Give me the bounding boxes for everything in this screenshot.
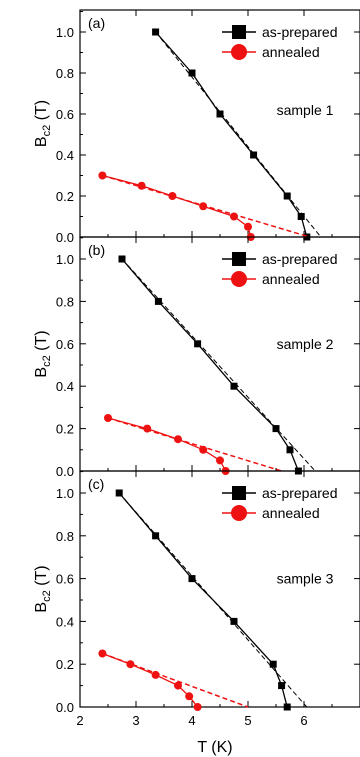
y-tick-label: 0.0 (56, 230, 74, 245)
data-point-annealed (98, 649, 107, 658)
y-axis-label: Bc2 (T) (33, 565, 53, 612)
legend-marker-annealed (231, 505, 247, 521)
data-point-as-prepared (154, 297, 162, 305)
sample-annotation: sample 2 (277, 336, 334, 352)
y-tick-label: 0.8 (56, 294, 74, 309)
y-axis-label: Bc2 (T) (33, 330, 53, 377)
data-point-as-prepared (152, 28, 160, 36)
data-point-annealed (216, 456, 224, 465)
fit-line-as-prepared (121, 258, 316, 472)
data-point-annealed (151, 670, 160, 679)
data-point-annealed (174, 681, 182, 690)
legend-label-as-prepared: as-prepared (262, 485, 338, 501)
data-point-annealed (230, 212, 238, 221)
series-line-annealed (102, 652, 199, 708)
legend-marker-annealed (231, 44, 247, 60)
data-point-annealed (104, 414, 112, 422)
data-point-annealed (137, 181, 146, 190)
y-tick-label: 0.8 (56, 66, 74, 81)
x-axis-label: T (K) (197, 739, 232, 756)
legend-label-annealed: annealed (262, 44, 320, 60)
legend-marker-as-prepared (232, 486, 246, 500)
data-point-as-prepared (152, 532, 160, 540)
y-tick-label: 0.6 (56, 107, 74, 122)
data-point-as-prepared (297, 213, 305, 220)
y-axis-label: Bc2 (T) (33, 100, 53, 147)
data-point-as-prepared (194, 340, 202, 348)
data-point-annealed (126, 660, 135, 669)
legend-label-as-prepared: as-prepared (262, 24, 338, 40)
y-tick-label: 0.4 (56, 614, 74, 629)
series-line-as-prepared (118, 492, 288, 708)
y-tick-label: 0.0 (56, 464, 74, 479)
panel-1: 0.0 0.2 0.4 0.6 0.8 1.0 Bc2 (T) (a) sample 1 as-p… (33, 9, 360, 245)
series-line-as-prepared (155, 31, 308, 238)
data-point-annealed (174, 435, 182, 444)
data-point-annealed (143, 424, 152, 433)
data-point-as-prepared (272, 425, 280, 433)
y-tick-label: 0.4 (56, 379, 74, 394)
x-tick-label: 6 (300, 713, 307, 728)
data-point-annealed (193, 703, 202, 711)
sample-annotation: sample 1 (277, 102, 334, 118)
y-tick-label: 0.2 (56, 422, 74, 437)
y-tick-label: 0.6 (56, 337, 74, 352)
series-line-as-prepared (121, 258, 300, 472)
series-line-annealed (107, 417, 227, 472)
panel-label: (c) (88, 476, 104, 492)
y-tick-label: 0.0 (56, 700, 74, 715)
y-tick-label: 0.6 (56, 572, 74, 587)
data-point-as-prepared (283, 192, 291, 200)
data-point-annealed (199, 445, 208, 454)
data-point-as-prepared (269, 660, 277, 668)
legend-marker-annealed (231, 271, 247, 287)
x-tick-label: 3 (132, 713, 139, 728)
sample-annotation: sample 3 (277, 571, 334, 587)
data-point-annealed (168, 192, 177, 200)
y-tick-label: 1.0 (56, 486, 74, 501)
data-point-as-prepared (216, 110, 224, 118)
y-tick-label: 1.0 (56, 25, 74, 40)
x-tick-label: 4 (188, 713, 195, 728)
y-tick-label: 0.2 (56, 189, 74, 204)
data-point-as-prepared (230, 617, 238, 625)
y-tick-label: 1.0 (56, 252, 74, 267)
data-point-as-prepared (250, 151, 258, 159)
legend-label-annealed: annealed (262, 271, 320, 287)
panel-3: 0.0 0.2 0.4 0.6 0.8 1.0 2 3 4 5 6 Bc2 (T) (c) sample … (33, 470, 360, 728)
data-point-as-prepared (188, 69, 196, 77)
panel-2: 0.0 0.2 0.4 0.6 0.8 1.0 Bc2 (T) (b) sample 2 as-p… (33, 236, 360, 479)
data-point-annealed (244, 222, 252, 231)
data-point-annealed (199, 202, 208, 211)
data-point-as-prepared (188, 575, 196, 583)
fit-line-annealed (107, 417, 282, 472)
fit-line-as-prepared (155, 31, 322, 238)
data-point-as-prepared (230, 382, 238, 390)
data-point-as-prepared (283, 703, 291, 711)
data-point-annealed (185, 692, 194, 701)
y-tick-label: 0.2 (56, 657, 74, 672)
data-point-as-prepared (115, 489, 123, 497)
series-line-annealed (102, 174, 252, 238)
legend-marker-as-prepared (232, 252, 246, 266)
panel-label: (a) (88, 15, 105, 31)
legend-label-annealed: annealed (262, 505, 320, 521)
data-point-as-prepared (118, 255, 126, 263)
y-tick-label: 0.8 (56, 529, 74, 544)
legend-marker-as-prepared (232, 25, 246, 39)
data-point-as-prepared (286, 446, 294, 454)
x-tick-label: 2 (76, 713, 83, 728)
data-point-as-prepared (278, 682, 286, 690)
x-tick-label: 5 (244, 713, 251, 728)
legend-label-as-prepared: as-prepared (262, 251, 338, 267)
panel-label: (b) (88, 242, 105, 258)
data-point-annealed (98, 171, 107, 180)
y-tick-label: 0.4 (56, 148, 74, 163)
